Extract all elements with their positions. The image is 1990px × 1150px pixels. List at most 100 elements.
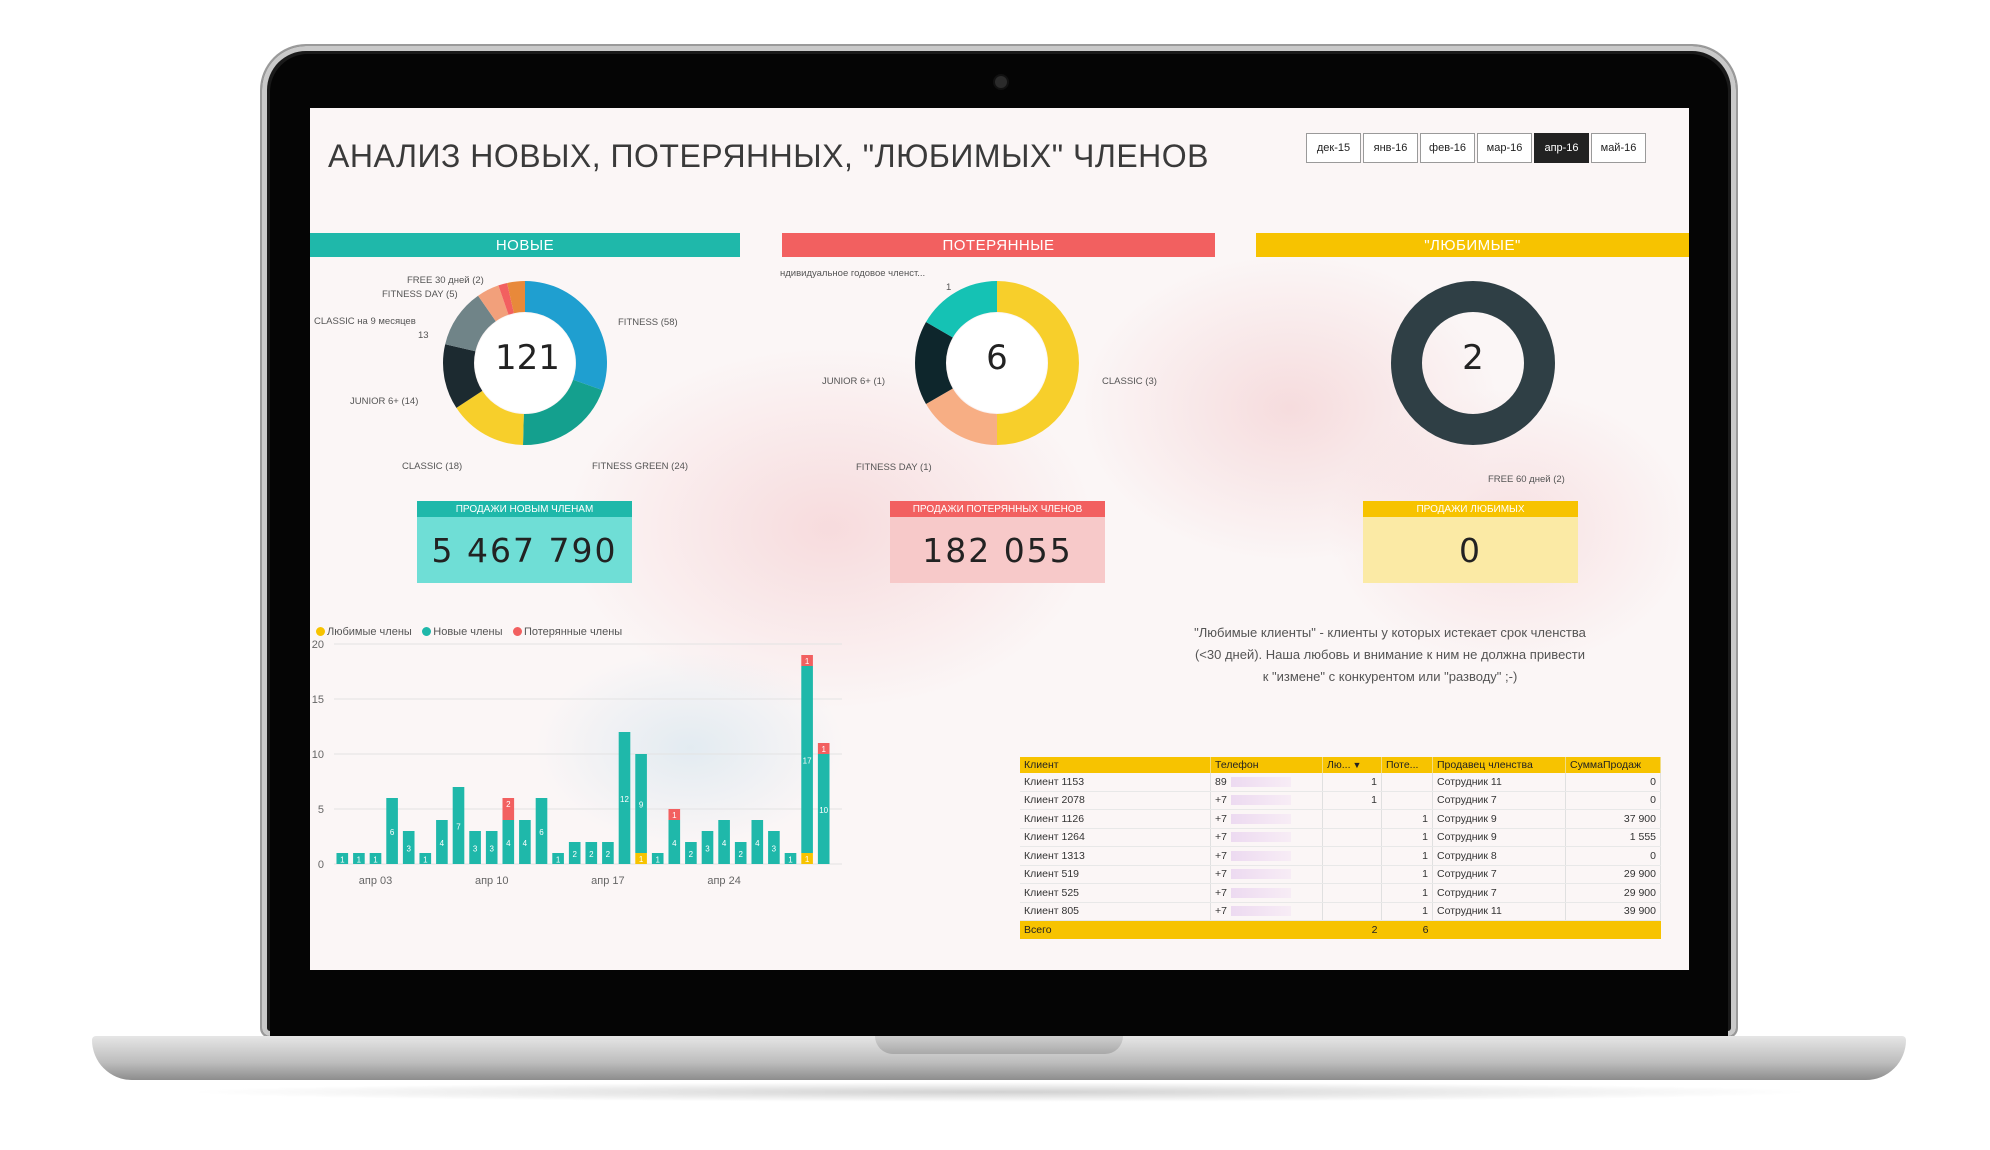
bar-new [685,842,697,864]
table-row[interactable]: Клиент 519 +7 1 Сотрудник 7 29 900 [1020,865,1661,884]
total-cell: 6 [1381,920,1433,939]
table-row[interactable]: Клиент 2078 +7 1 Сотрудник 7 0 [1020,791,1661,810]
legend-dot-new [422,627,432,636]
note-line-3: к "измене" с конкурентом или "разводу" ;… [1262,669,1518,684]
table-cell [1322,883,1382,903]
bar-new [386,798,398,864]
kpi-loved-value: 0 [1363,517,1578,583]
bar-new [568,842,581,864]
cell-text: 1 [1422,886,1428,899]
x-tick-label: апр 17 [591,875,624,887]
bar-loved [635,853,647,864]
cell-text: Сотрудник 7 [1437,886,1497,899]
donut-new-fitnessday [478,285,509,322]
bar-data-label: 6 [390,828,395,837]
donut-new-free30 [498,283,514,315]
bar-lost [801,655,813,666]
bar-data-label: 2 [689,850,694,859]
y-tick-label: 20 [312,639,324,651]
table-cell: 1 [1381,902,1433,921]
bar-new [436,820,448,864]
bar-loved [801,853,813,864]
bar-data-label: 2 [738,850,743,859]
bar-data-label: 17 [803,757,812,766]
bar-new [353,853,365,864]
legend-new-label: Новые члены [433,625,503,638]
legend-lost[interactable]: Потерянные члены [512,626,622,638]
month-tab-jan16[interactable]: янв-16 [1363,133,1418,163]
cell-text: +7 [1215,794,1227,807]
table-total-row: Всего 2 6 [1020,920,1661,939]
cell-text: Сотрудник 7 [1437,868,1497,881]
label-fitnessday: FITNESS DAY (5) [382,289,458,300]
donut-lost-fitnessday [926,388,997,445]
cell-text: 1 [1371,794,1377,807]
donut-loved[interactable] [1388,278,1558,448]
bar-new [718,820,730,864]
bar-new [635,754,647,853]
table-cell [1322,846,1382,866]
table-row[interactable]: Клиент 1153 89 1 Сотрудник 11 0 [1020,773,1661,792]
donut-new[interactable] [440,278,610,448]
kpi-loved-label: ПРОДАЖИ ЛЮБИМЫХ [1363,501,1578,517]
redacted-phone [1230,906,1291,917]
legend-loved[interactable]: Любимые члены [316,626,412,638]
col-seller[interactable]: Продавец членства [1432,757,1566,773]
month-tab-apr16[interactable]: апр-16 [1534,133,1589,163]
col-client[interactable]: Клиент [1020,757,1211,773]
table-row[interactable]: Клиент 525 +7 1 Сотрудник 7 29 900 [1020,883,1661,903]
donut-new-misc [507,281,525,314]
page-title: АНАЛИЗ НОВЫХ, ПОТЕРЯННЫХ, "ЛЮБИМЫХ" ЧЛЕН… [328,138,1209,174]
col-sales-sum[interactable]: СуммаПродаж [1565,757,1661,773]
table-row[interactable]: Клиент 1313 +7 1 Сотрудник 8 0 [1020,846,1661,866]
table-cell: Клиент 1264 [1020,828,1211,847]
bar-data-label: 1 [788,856,793,865]
bar-new [734,842,747,864]
x-tick-label: апр 10 [475,875,508,887]
cell-text: Сотрудник 9 [1437,831,1497,844]
bar-data-label: 4 [755,839,760,848]
table-cell: 0 [1565,773,1661,792]
legend-dot-lost [512,627,522,636]
kpi-loved-sales: ПРОДАЖИ ЛЮБИМЫХ 0 [1363,501,1578,583]
bar-data-label: 1 [556,856,561,865]
cell-text: Сотрудник 9 [1437,812,1497,825]
donut-new-fitness [525,281,608,391]
total-cell: Всего [1020,920,1211,939]
col-phone[interactable]: Телефон [1210,757,1323,773]
table-cell: +7 [1210,865,1323,884]
table-cell: +7 [1210,846,1323,866]
legend-new[interactable]: Новые члены [422,625,503,638]
section-header-lost: ПОТЕРЯННЫЕ [782,233,1215,257]
redacted-phone [1230,813,1291,824]
kpi-new-sales: ПРОДАЖИ НОВЫМ ЧЛЕНАМ 5 467 790 [417,501,632,583]
table-cell [1322,865,1382,884]
cell-text: 0 [1650,794,1656,807]
bar-new [784,853,797,864]
table-row[interactable]: Клиент 805 +7 1 Сотрудник 11 39 900 [1020,902,1661,921]
label-individual-value: 1 [946,282,952,293]
month-tab-feb16[interactable]: фев-16 [1420,133,1475,163]
label-classic9: CLASSIC на 9 месяцев [314,316,416,327]
bar-data-label: 1 [357,856,362,865]
month-tab-may16[interactable]: май-16 [1591,133,1646,163]
cell-text: Клиент 805 [1024,905,1079,918]
table-cell: Сотрудник 11 [1432,902,1566,921]
label-classic: CLASSIC (18) [402,461,463,472]
cell-text: 1 [1422,812,1428,825]
cell-text: 29 900 [1623,886,1656,899]
table-row[interactable]: Клиент 1126 +7 1 Сотрудник 9 37 900 [1020,809,1661,829]
month-tab-dec15[interactable]: дек-15 [1306,133,1361,163]
sort-desc-icon: ▼ [1352,760,1362,770]
table-row[interactable]: Клиент 1264 +7 1 Сотрудник 9 1 555 [1020,828,1661,847]
camera-icon [995,76,1007,88]
col-loved[interactable]: Лю... ▼ [1322,757,1382,773]
bar-new [535,798,548,864]
month-tab-mar16[interactable]: мар-16 [1477,133,1532,163]
donut-lost[interactable] [912,278,1082,448]
col-lost[interactable]: Поте... [1381,757,1433,773]
label-junior: JUNIOR 6+ (14) [350,396,419,407]
kpi-new-label: ПРОДАЖИ НОВЫМ ЧЛЕНАМ [417,501,632,517]
bar-data-label: 2 [506,800,511,809]
